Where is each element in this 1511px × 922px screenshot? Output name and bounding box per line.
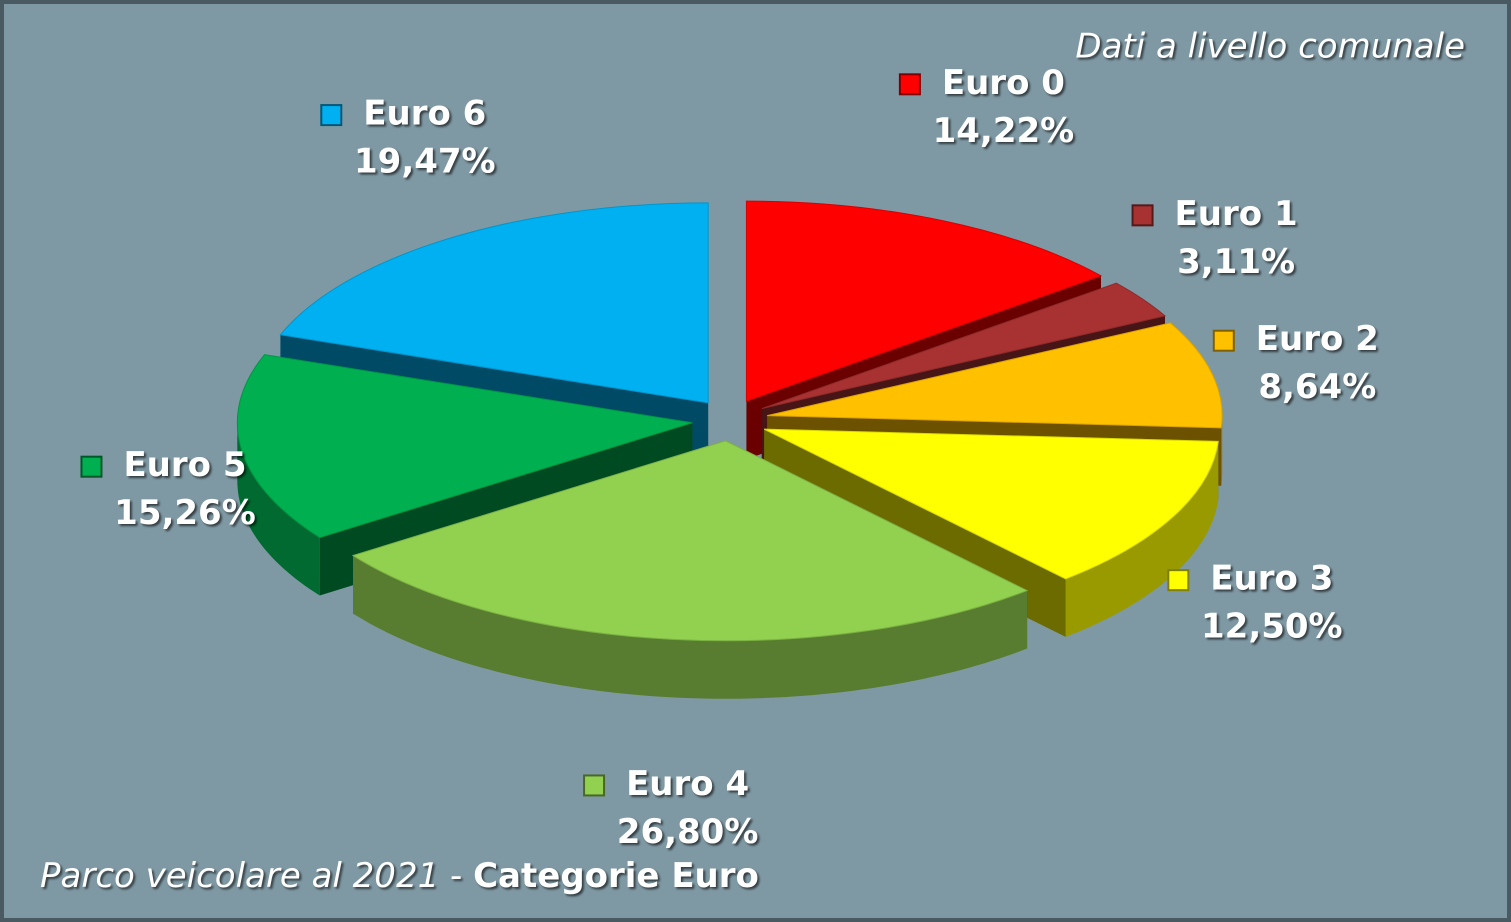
legend-label: Euro 1 [1175, 194, 1298, 234]
legend-label: Euro 0 [942, 63, 1065, 103]
data-label: 12,50% [1201, 607, 1343, 647]
legend-label: Euro 5 [123, 445, 246, 485]
slice-top [236, 354, 693, 539]
legend-marker [1167, 569, 1190, 592]
slice-wall [1065, 441, 1219, 637]
title-lead: Parco veicolare al 2021 [40, 856, 439, 896]
legend-label: Euro 6 [363, 94, 486, 134]
data-label: 15,26% [114, 493, 256, 533]
slice-top [279, 202, 709, 404]
legend-label: Euro 2 [1256, 319, 1379, 359]
legend-marker [583, 774, 606, 797]
slice-top [351, 440, 1029, 642]
data-label: 19,47% [354, 142, 496, 182]
data-label: 26,80% [617, 812, 759, 852]
slice [351, 440, 1029, 699]
legend-marker [80, 455, 103, 478]
legend-label: Euro 3 [1210, 559, 1333, 599]
slice-top [761, 282, 1167, 410]
slice-wall [237, 422, 320, 596]
legend-label: Euro 4 [626, 764, 749, 804]
data-label: 14,22% [933, 111, 1075, 151]
data-label: 8,64% [1258, 367, 1376, 407]
legend-marker [1212, 329, 1235, 352]
title-emphasis: Categorie Euro [473, 856, 759, 896]
subtitle: Dati a livello comunale [1075, 27, 1465, 67]
title: Parco veicolare al 2021 - Categorie Euro [40, 856, 759, 896]
slice-wall [1221, 415, 1223, 486]
title-separator: - [450, 856, 462, 896]
slice-wall [353, 555, 1028, 699]
slice-top [763, 428, 1219, 580]
legend-marker [1131, 204, 1154, 227]
legend-marker [320, 104, 343, 127]
slice-top [767, 322, 1223, 429]
legend-marker [898, 73, 921, 96]
data-label: 3,11% [1177, 242, 1295, 282]
slice-top [745, 200, 1103, 402]
